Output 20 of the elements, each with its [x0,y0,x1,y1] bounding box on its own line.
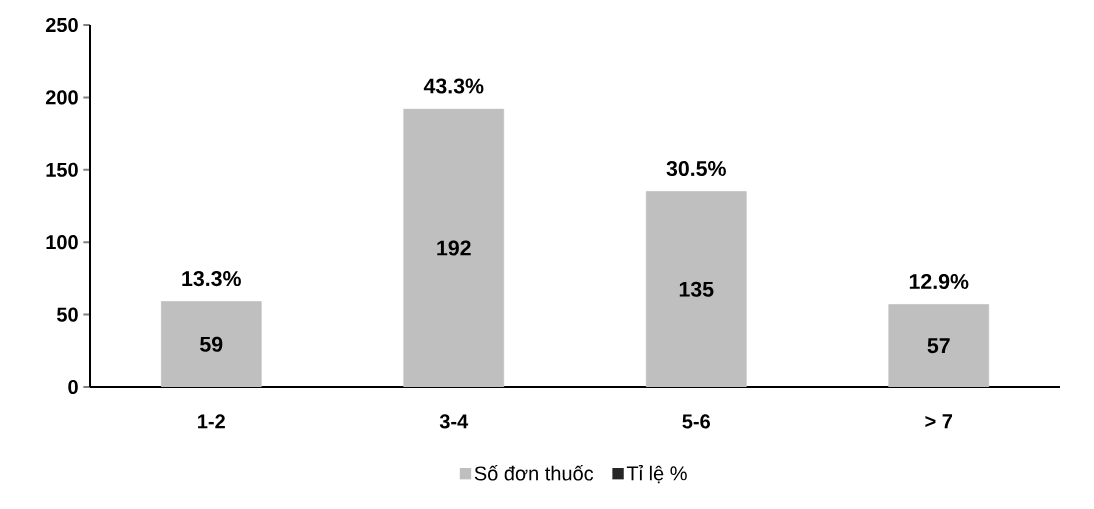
y-tick-label: 50 [56,307,78,322]
data-label: 57 [927,338,950,354]
y-tick-label: 100 [46,235,78,250]
annotation: 13.3% [182,271,241,287]
legend-label: Số đơn thuốc [474,464,594,481]
annotation: 43.3% [423,78,484,94]
annotation: 12.9% [909,273,969,290]
x-tick-label: > 7 [925,414,953,429]
x-tick-label: 3-4 [439,414,469,429]
x-tick-label: 5-6 [682,414,710,429]
data-label: 192 [437,240,471,256]
data-label: 59 [200,336,223,352]
x-tick-label: 1-2 [198,414,225,429]
y-tick-label: 250 [45,17,78,33]
annotation: 30.5% [666,161,726,177]
y-tick-label: 150 [46,162,78,177]
legend-label: Tỉ lệ % [626,465,687,484]
y-tick-label: 0 [68,379,78,395]
data-label: 135 [679,281,714,297]
y-tick-label: 200 [45,90,78,105]
